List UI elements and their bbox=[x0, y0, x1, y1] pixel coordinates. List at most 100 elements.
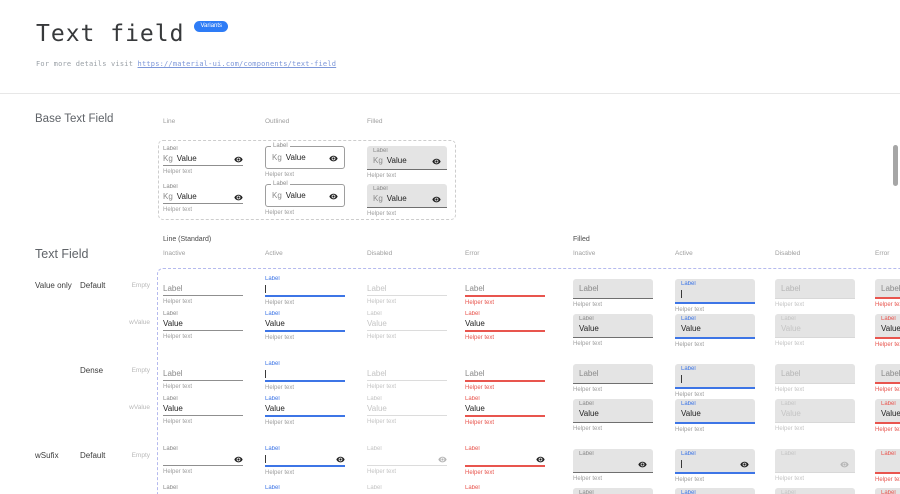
text-input[interactable]: Label bbox=[367, 368, 447, 381]
filled-box[interactable]: Label Value bbox=[675, 314, 755, 339]
visibility-icon[interactable] bbox=[536, 455, 545, 464]
text-input[interactable] bbox=[465, 453, 545, 467]
text-input[interactable]: Value bbox=[163, 403, 243, 416]
filled-box[interactable]: Label Value bbox=[775, 399, 855, 423]
visibility-icon[interactable] bbox=[234, 193, 243, 202]
visibility-icon[interactable] bbox=[329, 192, 338, 201]
filled-error-empty-field[interactable]: Label Helper text bbox=[875, 361, 900, 394]
line-inactive-empty-suffix-field[interactable]: Label Helper text bbox=[163, 446, 243, 476]
line-active-empty-field[interactable]: Label Helper text bbox=[265, 361, 345, 392]
base-line-field-row2[interactable]: Label Kg Value Helper text bbox=[163, 184, 243, 214]
text-input[interactable]: Value bbox=[367, 403, 447, 416]
line-inactive-value-field[interactable]: Label Value Helper text bbox=[163, 311, 243, 341]
filled-disabled-empty-field[interactable]: Label Helper text bbox=[775, 276, 855, 309]
text-input[interactable]: Kg Value bbox=[373, 193, 441, 205]
line-inactive-value-field[interactable]: Label Value Helper text bbox=[163, 396, 243, 426]
base-line-field-row1[interactable]: Label Kg Value Helper text bbox=[163, 146, 243, 176]
filled-inactive-empty-suffix-field[interactable]: Label Helper text bbox=[573, 446, 653, 483]
line-inactive-empty-field[interactable]: Label Helper text bbox=[163, 361, 243, 391]
base-outlined-field-row2[interactable]: Label Kg Value Helper text bbox=[265, 181, 345, 217]
filled-box[interactable]: Label bbox=[875, 449, 900, 474]
filled-box[interactable]: Label bbox=[775, 488, 855, 494]
filled-error-empty-suffix-field[interactable]: Label Helper text bbox=[875, 446, 900, 484]
line-disabled-empty-field[interactable]: Label Helper text bbox=[367, 276, 447, 306]
filled-box[interactable]: Label bbox=[775, 364, 855, 384]
text-input[interactable]: Value bbox=[781, 408, 849, 420]
text-input[interactable]: Value bbox=[265, 318, 345, 332]
text-input[interactable] bbox=[881, 458, 900, 470]
text-input[interactable] bbox=[681, 458, 749, 470]
line-disabled-empty-field[interactable]: Label Helper text bbox=[367, 361, 447, 391]
text-input[interactable]: Value bbox=[681, 408, 749, 420]
filled-disabled-value-field[interactable]: Label Value Helper text bbox=[775, 396, 855, 433]
filled-inactive-value-field[interactable]: Label Value Helper text bbox=[573, 396, 653, 433]
filled-inactive-empty-field[interactable]: Label Helper text bbox=[573, 361, 653, 394]
text-input[interactable] bbox=[781, 458, 849, 470]
visibility-icon[interactable] bbox=[234, 455, 243, 464]
filled-active-value-field[interactable]: Label Value Helper text bbox=[675, 311, 755, 349]
text-input[interactable]: Label bbox=[465, 368, 545, 382]
visibility-icon[interactable] bbox=[840, 460, 849, 469]
visibility-icon[interactable] bbox=[638, 460, 647, 469]
filled-error-value-field[interactable]: Label Value Helper text bbox=[875, 311, 900, 349]
filled-box[interactable]: Label bbox=[775, 449, 855, 473]
line-active-value-field[interactable]: Label Value Helper text bbox=[265, 396, 345, 427]
text-input[interactable] bbox=[579, 458, 647, 470]
line-error-empty-field[interactable]: Label Helper text bbox=[465, 276, 545, 307]
filled-disabled-empty-field[interactable]: Label Helper text bbox=[775, 361, 855, 394]
filled-box[interactable]: Label Value bbox=[675, 399, 755, 424]
filled-inactive-value-field[interactable]: Label Value Helper text bbox=[573, 311, 653, 348]
visibility-icon[interactable] bbox=[329, 154, 338, 163]
outlined-box[interactable]: Label Kg Value bbox=[265, 143, 345, 169]
outlined-box[interactable]: Label Kg Value bbox=[265, 181, 345, 207]
filled-box[interactable]: Label bbox=[875, 279, 900, 299]
filled-active-empty-field[interactable]: Label Helper text bbox=[675, 361, 755, 399]
filled-box[interactable]: Label Kg Value bbox=[367, 146, 447, 170]
filled-box[interactable]: Label bbox=[573, 279, 653, 299]
visibility-icon[interactable] bbox=[432, 195, 441, 204]
filled-active-value-field[interactable]: Label Value Helper text bbox=[675, 396, 755, 434]
text-input[interactable]: Value bbox=[163, 318, 243, 331]
text-input[interactable]: Value bbox=[465, 318, 545, 332]
filled-box[interactable]: Label Value bbox=[573, 314, 653, 338]
filled-box[interactable]: Label bbox=[573, 488, 653, 494]
visibility-icon[interactable] bbox=[432, 157, 441, 166]
filled-disabled-empty-suffix-field[interactable]: Label Helper text bbox=[775, 446, 855, 483]
visibility-icon[interactable] bbox=[336, 455, 345, 464]
line-active-empty-field[interactable]: Label Helper text bbox=[265, 276, 345, 307]
text-input[interactable]: Kg Value bbox=[163, 153, 243, 166]
line-disabled-value-field[interactable]: Label Value Helper text bbox=[367, 311, 447, 341]
text-input[interactable]: Label bbox=[367, 283, 447, 296]
text-input[interactable]: Kg Value bbox=[163, 191, 243, 204]
base-filled-field-row1[interactable]: Label Kg Value Helper text bbox=[367, 146, 447, 180]
filled-box[interactable]: Label Kg Value bbox=[367, 184, 447, 208]
text-input[interactable]: Value bbox=[881, 323, 900, 335]
text-input[interactable] bbox=[681, 288, 749, 300]
filled-box[interactable]: Label bbox=[573, 364, 653, 384]
text-input[interactable]: Value bbox=[881, 408, 900, 420]
text-input[interactable]: Value bbox=[465, 403, 545, 417]
filled-error-empty-field[interactable]: Label Helper text bbox=[875, 276, 900, 309]
text-input[interactable]: Label bbox=[163, 368, 243, 381]
filled-box[interactable]: Label Value bbox=[875, 399, 900, 424]
line-error-value-field[interactable]: Label Value Helper text bbox=[465, 311, 545, 342]
filled-box[interactable]: Label Value bbox=[875, 314, 900, 339]
filled-active-empty-suffix-field[interactable]: Label Helper text bbox=[675, 446, 755, 484]
filled-box[interactable]: Label bbox=[675, 364, 755, 389]
filled-active-empty-field[interactable]: Label Helper text bbox=[675, 276, 755, 314]
filled-box[interactable]: Label bbox=[875, 488, 900, 494]
line-error-empty-suffix-field[interactable]: Label Helper text bbox=[465, 446, 545, 477]
line-disabled-value-field[interactable]: Label Value Helper text bbox=[367, 396, 447, 426]
text-input[interactable] bbox=[367, 453, 447, 466]
visibility-icon[interactable] bbox=[234, 155, 243, 164]
text-input[interactable]: Value bbox=[681, 323, 749, 335]
vertical-scrollbar-thumb[interactable] bbox=[893, 145, 898, 186]
text-input[interactable]: Kg Value bbox=[272, 190, 338, 202]
filled-box[interactable]: Label Value bbox=[775, 314, 855, 338]
